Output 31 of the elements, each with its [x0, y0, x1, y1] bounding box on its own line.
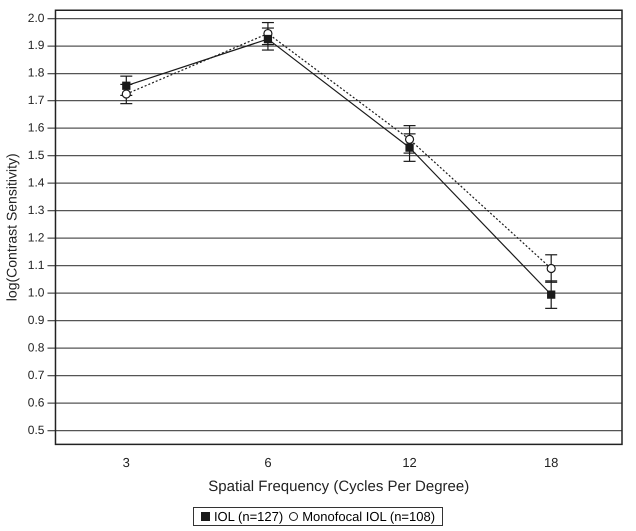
y-tick-label: 0.7 [28, 368, 45, 382]
y-tick-label: 1.6 [28, 120, 45, 135]
y-tick-label: 1.3 [28, 203, 45, 218]
y-tick-label: 1.9 [28, 38, 45, 52]
point [404, 134, 414, 144]
legend-label: IOL (n=127) [212, 509, 284, 524]
y-tick-label: 0.6 [28, 395, 45, 410]
y-tick-label: 1.1 [28, 258, 45, 272]
y-tick-label: 1.2 [28, 230, 45, 245]
y-tick-label: 0.8 [28, 340, 45, 355]
y-tick-label: 1.8 [28, 66, 45, 80]
y-axis-title: log(Contrast Sensitivity) [3, 153, 20, 302]
y-tick-label: 1.0 [28, 286, 45, 300]
x-tick-label: 6 [264, 454, 272, 470]
point [122, 82, 130, 90]
y-tick-label: 1.5 [28, 148, 45, 162]
point [547, 290, 556, 299]
point [546, 264, 556, 274]
y-tick-label: 0.9 [28, 313, 45, 328]
legend-label: Monofocal IOL (n=108) [301, 509, 436, 524]
x-tick-label: 3 [122, 454, 130, 470]
point [405, 143, 414, 152]
y-tick-label: 0.5 [28, 422, 45, 437]
point [264, 34, 272, 44]
point [122, 89, 131, 99]
x-axis-title: Spatial Frequency (Cycles Per Degree) [208, 478, 470, 496]
x-tick-label: 12 [402, 454, 417, 470]
y-tick-label: 1.4 [28, 176, 45, 190]
x-tick-label: 18 [544, 454, 558, 470]
y-tick-label: 2.0 [28, 10, 45, 25]
y-tick-label: 1.7 [28, 93, 45, 108]
